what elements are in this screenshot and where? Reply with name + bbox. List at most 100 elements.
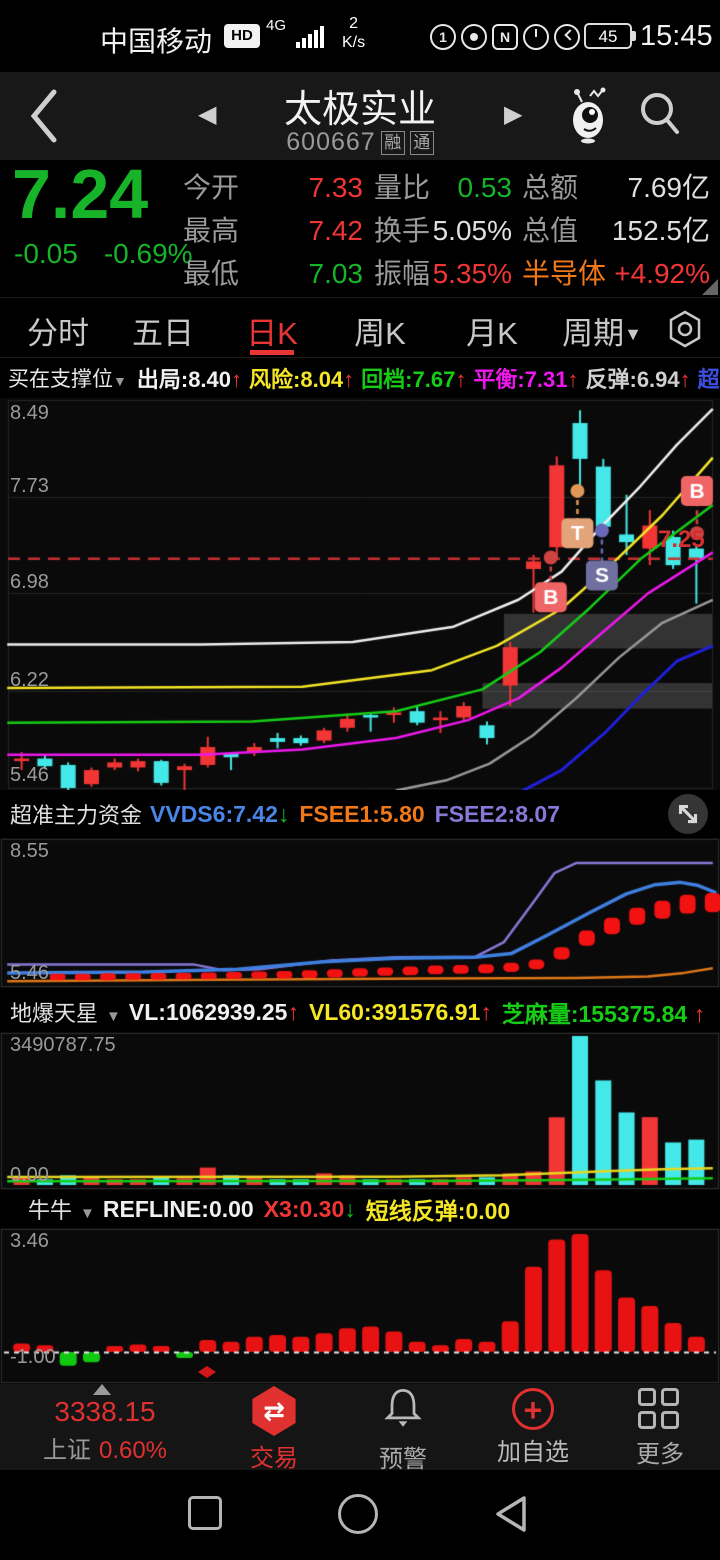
back-icon[interactable] bbox=[22, 86, 66, 146]
mascot-icon[interactable] bbox=[566, 82, 610, 146]
amount-label: 总额 bbox=[522, 172, 579, 203]
chevron-down-icon: ▼ bbox=[113, 373, 127, 389]
trade-button[interactable]: ⇄ 交易 bbox=[250, 1384, 298, 1473]
indicator-item: 出局:8.40↑ bbox=[136, 367, 243, 392]
y-axis-label: 8.55 bbox=[10, 840, 49, 862]
low-value: 7.03 bbox=[308, 258, 364, 289]
panel3-header: 地爆天星 ▼ VL:1062939.25↑ VL60:391576.91↑ 芝麻量… bbox=[0, 992, 720, 1032]
index-pct: 0.60% bbox=[98, 1437, 168, 1464]
indicator-item: 芝麻量:155375.84 ↑ bbox=[501, 1001, 706, 1027]
main-kline-chart: 8.49 7.73 6.98 6.22 5.46 7.25 bbox=[0, 398, 720, 790]
oscillator-canvas[interactable] bbox=[0, 1228, 720, 1384]
next-stock-icon[interactable]: ▶ bbox=[504, 101, 523, 128]
high-label: 最高 bbox=[183, 215, 240, 246]
amount-value: 7.69亿 bbox=[627, 172, 711, 203]
fund-flow-chart: 8.55 5.46 bbox=[0, 838, 720, 988]
open-value: 7.33 bbox=[308, 172, 364, 203]
indicator-item: 反弹:6.94↑ bbox=[585, 367, 691, 392]
expand-icon[interactable] bbox=[668, 794, 708, 834]
indicator-item: FSEE1:5.80 bbox=[299, 800, 425, 827]
chevron-down-icon: ▼ bbox=[80, 1205, 95, 1222]
volume-canvas[interactable] bbox=[0, 1032, 720, 1190]
eye-icon bbox=[461, 24, 487, 50]
carrier-label: 中国移动 bbox=[100, 26, 213, 57]
panel2-indicator-selector[interactable]: 超准主力资金 bbox=[10, 803, 143, 828]
bell-icon bbox=[384, 1389, 422, 1427]
main-indicator-strip: 买在支撑位▼ 出局:8.40↑ 风险:8.04↑ 回档:7.67↑ 平衡:7.3… bbox=[0, 358, 720, 398]
quote-panel[interactable]: 7.24 -0.05 -0.69% 今开 7.33 最高 7.42 最低 7.03 量比… bbox=[0, 155, 720, 298]
hd-badge-icon: HD bbox=[224, 24, 260, 48]
network-speed-label: 2 K/s bbox=[342, 15, 366, 51]
indicator-item: 风险:8.04↑ bbox=[249, 367, 355, 392]
status-bar: 中国移动 HD 4G 2 K/s 1 N 45 15:45 bbox=[0, 0, 720, 72]
more-button[interactable]: 更多 bbox=[636, 1384, 684, 1469]
indicator-selector[interactable]: 买在支撑位▼ bbox=[8, 368, 127, 391]
circle-timer-icon: 1 bbox=[430, 24, 456, 50]
stock-title: 太极实业 bbox=[283, 89, 436, 131]
price-change: -0.05 -0.69% bbox=[14, 238, 193, 269]
oscillator-chart: 3.46 -1.00 bbox=[0, 1228, 720, 1384]
tab-5day[interactable]: 五日 bbox=[132, 316, 194, 351]
panel4-header: 牛牛 ▼ REFLINE:0.00 X3:0.30↓ 短线反弹:0.00 bbox=[0, 1190, 720, 1228]
data-saver-icon bbox=[554, 24, 580, 50]
marketcap-label: 总值 bbox=[522, 215, 579, 246]
tab-minute[interactable]: 分时 bbox=[27, 316, 89, 351]
fund-flow-canvas[interactable] bbox=[0, 838, 720, 988]
nfc-icon: N bbox=[492, 24, 518, 50]
indicator-item: VL:1062939.25↑ bbox=[128, 998, 299, 1025]
turnover-label: 换手 bbox=[374, 215, 431, 246]
search-icon[interactable] bbox=[636, 88, 684, 140]
home-button[interactable] bbox=[338, 1494, 378, 1534]
volume-ratio-value: 0.53 bbox=[457, 172, 513, 203]
grid-icon bbox=[638, 1388, 682, 1432]
stock-code: 600667 融通 bbox=[0, 128, 720, 157]
signal-strength-icon bbox=[296, 26, 324, 48]
tab-monthly-k[interactable]: 月K bbox=[466, 316, 518, 351]
chevron-down-icon: ▼ bbox=[106, 1008, 121, 1025]
prev-stock-icon[interactable]: ◀ bbox=[198, 101, 217, 128]
tab-weekly-k[interactable]: 周K bbox=[354, 316, 406, 351]
sector-label: 半导体 bbox=[522, 258, 607, 289]
expand-corner-icon bbox=[702, 279, 718, 295]
index-quote-button[interactable]: 3338.15 上证 0.60% bbox=[0, 1384, 215, 1465]
trade-icon: ⇄ bbox=[252, 1386, 296, 1436]
tab-daily-k[interactable]: 日K bbox=[246, 316, 298, 351]
add-watchlist-button[interactable]: + 加自选 bbox=[497, 1384, 569, 1467]
scroll-marker-icon bbox=[198, 1366, 216, 1378]
indicator-item: X3:0.30↓ bbox=[263, 1195, 356, 1222]
indicator-item: VVDS6:7.42↓ bbox=[150, 800, 290, 827]
sector-value: +4.92% bbox=[614, 258, 710, 289]
settings-gear-icon[interactable] bbox=[662, 306, 708, 352]
panel4-indicator-selector[interactable]: 牛牛 ▼ bbox=[28, 1198, 95, 1223]
alarm-icon bbox=[523, 24, 549, 50]
amplitude-label: 振幅 bbox=[374, 258, 431, 289]
panel3-indicator-selector[interactable]: 地爆天星 ▼ bbox=[10, 1001, 121, 1026]
bottom-action-bar: 3338.15 上证 0.60% ⇄ 交易 预警 + 加自选 更多 bbox=[0, 1384, 720, 1473]
tab-period-dropdown[interactable]: 周期▼ bbox=[562, 316, 642, 351]
recents-button[interactable] bbox=[188, 1496, 222, 1530]
y-axis-label: 7.73 bbox=[10, 475, 49, 497]
active-tab-underline bbox=[250, 350, 294, 355]
y-axis-label: 6.22 bbox=[10, 669, 49, 691]
y-axis-label: 8.49 bbox=[10, 402, 49, 424]
indicator-item: 超跌 bbox=[697, 367, 720, 392]
back-nav-button[interactable] bbox=[492, 1494, 528, 1534]
alert-button[interactable]: 预警 bbox=[379, 1384, 427, 1474]
kline-canvas[interactable] bbox=[0, 398, 720, 790]
volume-chart: 3490787.75 0.00 bbox=[0, 1032, 720, 1190]
securities-badge: 通 bbox=[409, 131, 434, 155]
marketcap-value: 152.5亿 bbox=[611, 215, 710, 246]
indicator-item: 平衡:7.31↑ bbox=[473, 367, 579, 392]
indicator-item: VL60:391576.91↑ bbox=[308, 998, 492, 1025]
panel2-header: 超准主力资金 VVDS6:7.42↓ FSEE1:5.80 FSEE2:8.07 bbox=[0, 790, 720, 838]
indicator-item: FSEE2:8.07 bbox=[434, 800, 560, 827]
y-axis-label: -1.00 bbox=[10, 1346, 56, 1368]
open-label: 今开 bbox=[183, 172, 240, 203]
period-tab-bar: 分时 五日 日K 周K 月K 周期▼ bbox=[0, 298, 720, 358]
turnover-value: 5.05% bbox=[432, 215, 512, 246]
y-axis-label: 5.46 bbox=[10, 764, 49, 786]
low-label: 最低 bbox=[183, 258, 240, 289]
index-name: 上证 bbox=[42, 1437, 91, 1464]
amplitude-value: 5.35% bbox=[432, 258, 512, 289]
y-axis-label: 6.98 bbox=[10, 571, 49, 593]
